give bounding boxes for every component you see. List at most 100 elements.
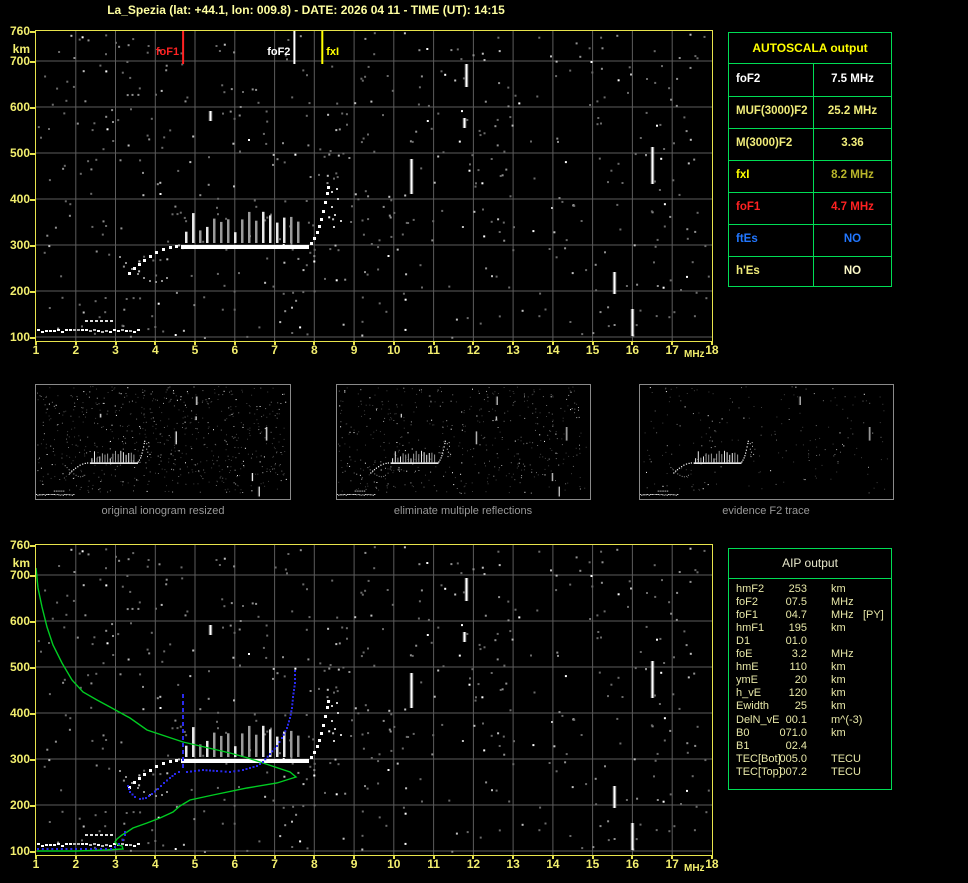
y-axis-label: 700: [9, 54, 30, 68]
x-axis-label: 7: [271, 343, 278, 357]
aip-row-value: 07.5: [785, 596, 807, 608]
x-axis-tick: [631, 856, 634, 859]
autoscala-row: foF1 4.7 MHz: [729, 192, 891, 225]
aip-row: TEC[Top] 007.2 TECU: [729, 766, 891, 779]
aip-row-unit: km: [831, 700, 846, 713]
aip-row: Ewidth 25 km: [729, 700, 891, 713]
x-axis-label: 3: [112, 343, 119, 357]
autoscala-row-value: NO: [843, 233, 862, 245]
autoscala-row-label: fxI: [736, 169, 750, 181]
y-axis-tick: [30, 667, 35, 669]
aip-row-label: D1: [736, 635, 751, 648]
x-axis-tick: [154, 342, 157, 345]
autoscala-row: fxI 8.2 MHz: [729, 160, 891, 193]
thumbnail-caption-eliminate: eliminate multiple reflections: [393, 505, 533, 517]
x-axis-label: 11: [427, 857, 440, 871]
autoscala-row: ftEs NO: [729, 224, 891, 257]
aip-row-label: hmE: [736, 661, 759, 674]
aip-row-extra: [PY]: [863, 609, 884, 622]
aip-row: hmF1 195 km: [729, 622, 891, 635]
x-axis-tick: [472, 342, 475, 345]
y-axis-label: 700: [9, 568, 30, 582]
x-axis-label: 12: [466, 857, 481, 871]
x-axis-tick: [353, 856, 356, 859]
autoscala-row-value: 3.36: [841, 137, 864, 149]
x-axis-tick: [35, 856, 37, 859]
x-axis-tick: [432, 856, 435, 859]
x-axis-tick: [551, 342, 554, 345]
x-axis-label: 11: [427, 343, 440, 357]
x-axis-tick: [710, 342, 713, 345]
thumbnail-evidence-f2-trace: [639, 384, 894, 500]
y-axis-tick: [30, 153, 35, 155]
x-axis-tick: [233, 342, 236, 345]
aip-row-unit: MHz: [831, 596, 854, 608]
aip-row-value: 01.0: [785, 635, 807, 648]
autoscala-row-label: ftEs: [736, 233, 758, 245]
y-axis-tick: [30, 31, 35, 33]
aip-row: foE 3.2 MHz: [729, 648, 891, 661]
y-axis-tick: [30, 575, 35, 577]
x-axis-label: 10: [387, 343, 401, 357]
y-axis-label: 500: [9, 660, 30, 674]
autoscala-table-title: AUTOSCALA output: [729, 33, 891, 64]
x-axis-label: 13: [506, 857, 520, 871]
aip-table-title: AIP output: [729, 549, 891, 579]
aip-row-value: 02.4: [785, 739, 807, 752]
x-axis-label: 14: [546, 343, 560, 357]
x-axis-label: 13: [506, 343, 520, 357]
thumbnail-caption-evidence: evidence F2 trace: [722, 505, 810, 517]
aip-row: hmF2 253 km: [729, 583, 891, 596]
aip-row-value: 253: [788, 583, 807, 595]
y-axis-label: 760: [9, 538, 30, 552]
y-axis-tick: [30, 713, 35, 715]
aip-row-label: ymE: [736, 674, 758, 687]
aip-row-value: 120: [788, 687, 807, 700]
aip-row-label: B1: [736, 739, 750, 752]
x-axis-label: 1: [32, 857, 40, 871]
aip-row-unit: km: [831, 622, 846, 635]
x-axis-tick: [591, 856, 594, 859]
autoscala-row-label: M(3000)F2: [736, 137, 793, 149]
autoscala-row: M(3000)F2 3.36: [729, 128, 891, 161]
aip-row-unit: km: [831, 661, 846, 674]
y-axis-label: 100: [9, 844, 30, 858]
aip-row: ymE 20 km: [729, 674, 891, 687]
aip-row-value: 25: [794, 700, 807, 713]
x-axis-label: 8: [310, 343, 318, 357]
aip-row-label: TEC[Bot]: [736, 752, 781, 765]
y-axis-label: 300: [9, 752, 30, 766]
aip-row: B0 071.0 km: [729, 727, 891, 740]
y-axis-tick: [30, 107, 35, 109]
aip-row-label: foF2: [736, 596, 759, 608]
aip-row-value: 110: [789, 661, 807, 674]
aip-row-label: foE: [736, 648, 753, 661]
x-axis-label: 7: [271, 857, 278, 871]
y-axis-label: 600: [9, 614, 30, 628]
x-axis-tick: [114, 856, 117, 859]
aip-row-unit: km: [831, 687, 846, 700]
x-axis-label: 4: [151, 343, 159, 357]
x-axis-label: 3: [112, 857, 119, 871]
autoscala-row-value: 8.2 MHz: [831, 169, 874, 181]
y-axis-label: 200: [9, 798, 30, 812]
marker-label-foF2: foF2: [267, 46, 291, 58]
x-axis-label: 17: [665, 857, 679, 871]
autoscala-row-label: foF1: [736, 201, 761, 213]
aip-output-table: AIP output hmF2 253 km foF2 07.5 MHz foF1 04.7 MH…: [728, 548, 892, 790]
aip-row: DelN_vE 00.1 m^(-3): [729, 714, 891, 727]
autoscala-row-value: 7.5 MHz: [831, 73, 874, 85]
aip-row-label: foF1: [736, 609, 759, 622]
aip-row-label: hmF2: [736, 583, 765, 595]
y-axis-tick: [30, 337, 35, 339]
aip-row-unit: MHz: [831, 648, 854, 661]
aip-row-value: 00.1: [785, 713, 807, 726]
x-axis-label: 16: [625, 343, 640, 357]
aip-row: B1 02.4: [729, 740, 891, 753]
aip-row-unit: km: [831, 583, 846, 595]
x-axis-tick: [512, 856, 515, 859]
y-axis-tick: [30, 545, 35, 547]
aip-row-unit: m^(-3): [831, 713, 863, 726]
x-axis-tick: [273, 342, 276, 345]
